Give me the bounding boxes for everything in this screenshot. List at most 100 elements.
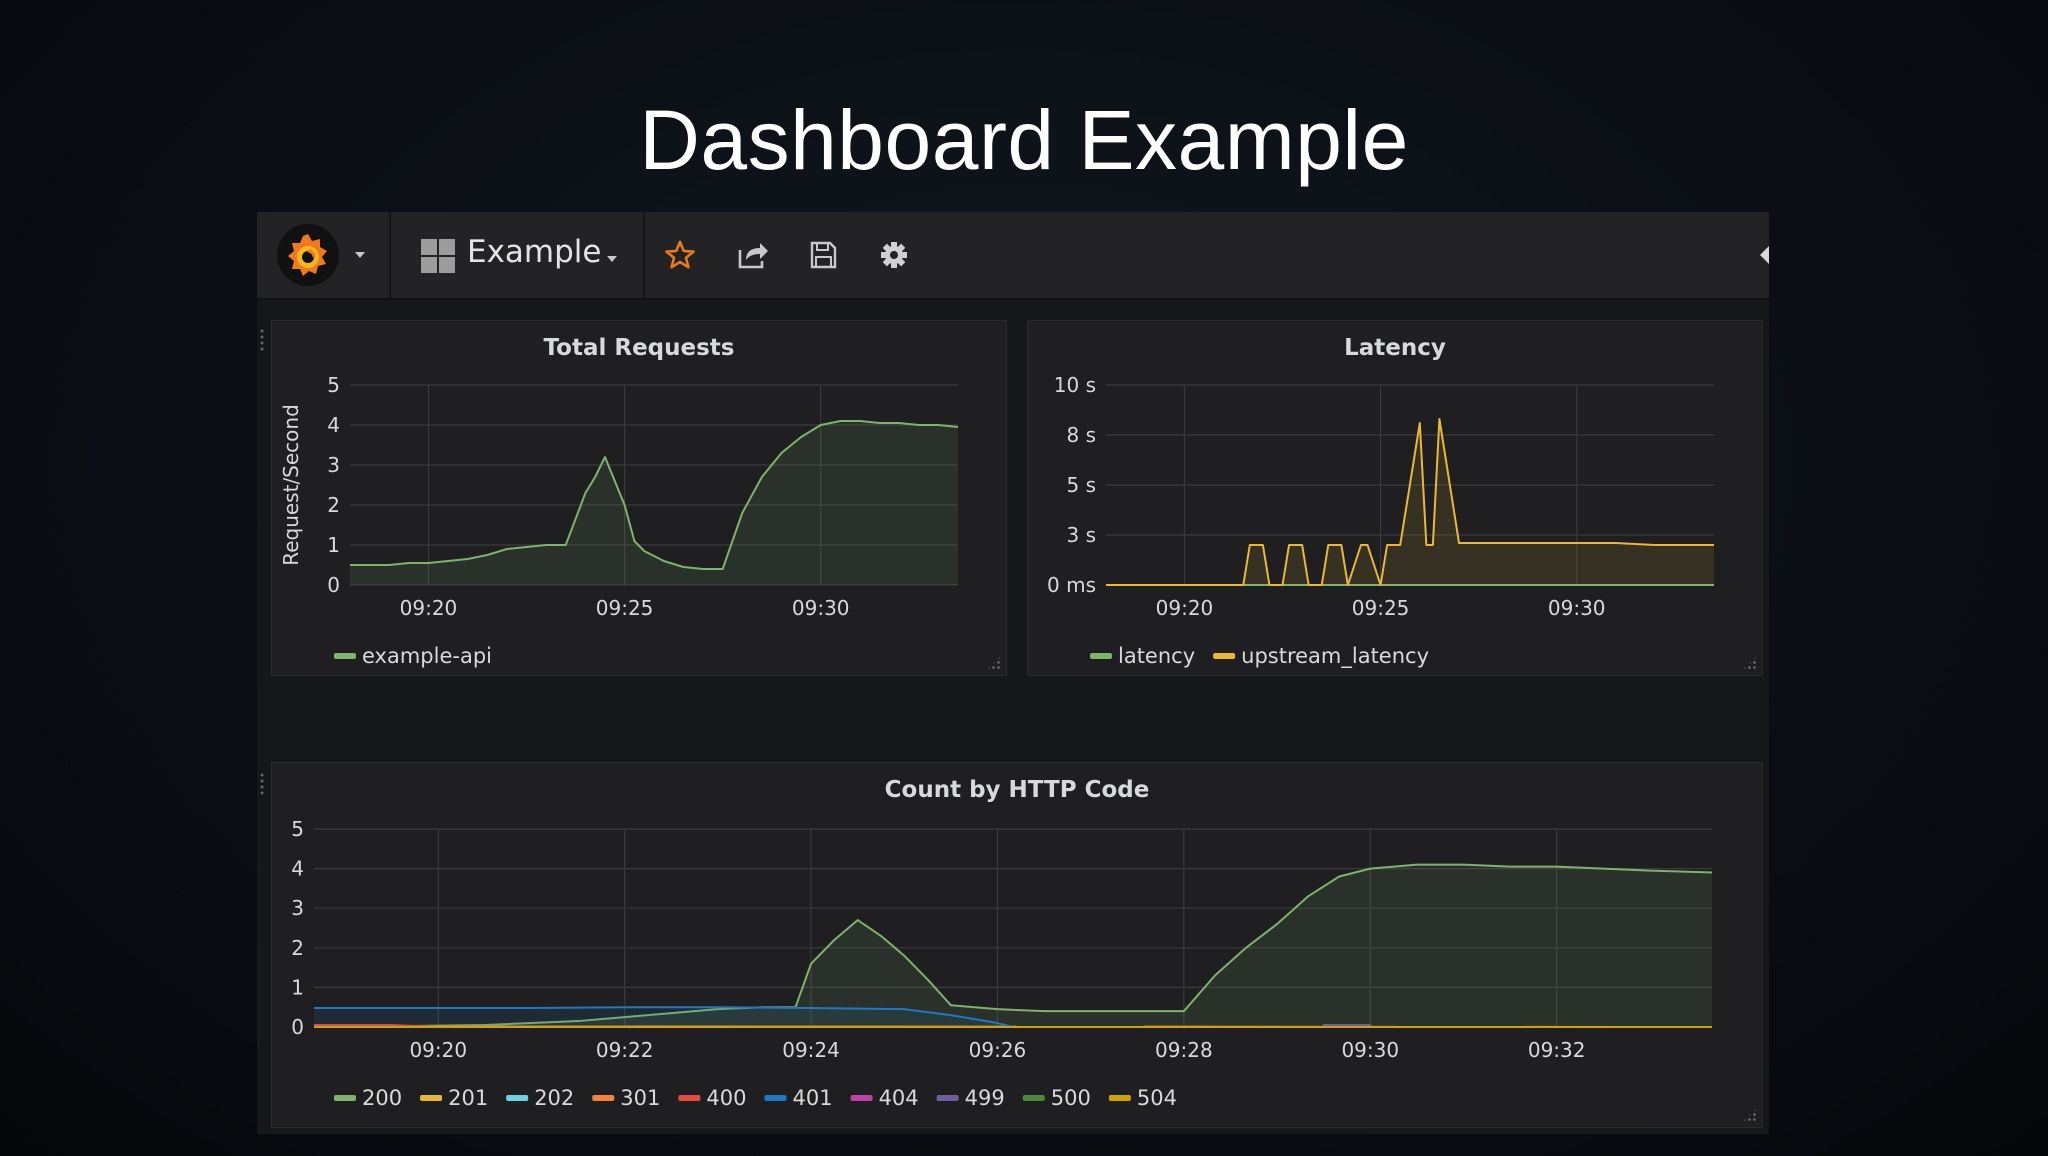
y-tick-label: 2 — [291, 936, 304, 960]
x-tick-label: 09:28 — [1155, 1038, 1213, 1062]
legend-label: 200 — [362, 1086, 402, 1110]
legend-item-202[interactable]: 202 — [506, 1086, 574, 1110]
legend-item-504[interactable]: 504 — [1108, 1086, 1177, 1110]
legend-label: 201 — [448, 1086, 488, 1110]
legend-label: upstream_latency — [1241, 644, 1429, 669]
legend-swatch — [936, 1095, 959, 1101]
panel-title-total-requests[interactable]: Total Requests — [543, 335, 735, 361]
dashboard-title: Example — [467, 234, 602, 270]
legend-item-500[interactable]: 500 — [1022, 1086, 1091, 1110]
y-tick-label: 1 — [327, 533, 340, 557]
legend-label: 401 — [792, 1086, 832, 1110]
legend-item-499[interactable]: 499 — [936, 1086, 1005, 1110]
legend-item-401[interactable]: 401 — [764, 1086, 833, 1110]
legend-label: 404 — [879, 1086, 919, 1110]
y-tick-label: 1 — [291, 975, 304, 999]
y-axis-label: Request/Second — [279, 404, 303, 566]
y-tick-label: 0 ms — [1047, 573, 1096, 597]
y-tick-label: 8 s — [1066, 423, 1096, 447]
legend-item-201[interactable]: 201 — [420, 1086, 488, 1110]
legend-item-upstream_latency[interactable]: upstream_latency — [1213, 644, 1429, 669]
series-line-example-api — [350, 420, 959, 570]
x-tick-label: 09:25 — [596, 596, 654, 620]
x-tick-label: 09:20 — [400, 596, 458, 620]
panel-title-http-codes[interactable]: Count by HTTP Code — [884, 777, 1150, 803]
panel-latency: Latency 0 ms 3 s 5 s 8 s 10 s 09:20 09:25 09:30… — [1027, 320, 1763, 676]
y-tick-label: 3 s — [1066, 523, 1096, 547]
y-tick-label: 0 — [327, 573, 340, 597]
y-tick-label: 3 — [327, 453, 340, 477]
legend-swatch — [1090, 653, 1112, 659]
star-icon — [665, 240, 695, 269]
share-button[interactable] — [729, 232, 775, 278]
series-line-200 — [313, 863, 1713, 1028]
legend-item-301[interactable]: 301 — [592, 1086, 660, 1110]
dashboard-caret-icon — [607, 256, 617, 262]
y-tick-label: 4 — [291, 857, 304, 881]
legend-label: 301 — [620, 1086, 660, 1110]
legend-label: 504 — [1137, 1086, 1177, 1110]
grid-icon — [421, 239, 455, 273]
y-tick-label: 5 — [291, 817, 304, 841]
collapse-arrow-icon[interactable] — [1760, 246, 1769, 264]
legend-item-200[interactable]: 200 — [334, 1086, 402, 1110]
x-tick-label: 09:22 — [596, 1038, 654, 1062]
series-area-401 — [314, 1007, 1013, 1027]
series-area-upstream_latency — [1106, 419, 1714, 585]
series-area-200 — [314, 864, 1712, 1027]
grafana-logo-icon — [277, 224, 339, 286]
drag-handle[interactable] — [259, 772, 265, 796]
y-tick-label: 4 — [327, 413, 340, 437]
grafana-screen: Example — [257, 212, 1769, 1134]
legend-swatch — [1022, 1095, 1045, 1101]
x-tick-label: 09:25 — [1352, 596, 1410, 620]
chart-total-requests: 0 1 2 3 4 5 09:20 09:25 09:30 Request/Second examp… — [279, 373, 959, 668]
legend-swatch — [764, 1095, 787, 1101]
slide-title: Dashboard Example — [639, 93, 1409, 187]
legend-label: latency — [1118, 644, 1195, 668]
legend-swatch — [1108, 1095, 1131, 1101]
legend-label: 400 — [706, 1086, 746, 1110]
share-icon — [738, 243, 768, 269]
legend-label: 500 — [1051, 1086, 1091, 1110]
gear-icon — [881, 242, 907, 268]
legend-label: 499 — [965, 1086, 1005, 1110]
y-tick-label: 10 s — [1054, 373, 1096, 397]
series-line-401 — [314, 1006, 1014, 1028]
save-button[interactable] — [800, 232, 846, 278]
panel-total-requests: Total Requests 0 1 2 3 4 5 09:20 09:25 09:30 Requ… — [271, 320, 1007, 676]
dashboard-picker[interactable]: Example — [391, 212, 645, 298]
x-tick-label: 09:30 — [792, 596, 850, 620]
legend-swatch — [506, 1095, 529, 1101]
legend-label: 202 — [534, 1086, 574, 1110]
legend-swatch — [1213, 653, 1236, 659]
y-tick-label: 3 — [291, 896, 304, 920]
legend-swatch — [334, 653, 356, 659]
legend-item-400[interactable]: 400 — [678, 1086, 746, 1110]
legend-swatch — [334, 1095, 356, 1101]
legend-swatch — [678, 1095, 701, 1101]
star-button[interactable] — [657, 232, 703, 278]
x-tick-label: 09:20 — [409, 1038, 467, 1062]
legend-label: example-api — [362, 644, 492, 668]
logo-menu-button[interactable] — [257, 212, 391, 298]
legend-item-404[interactable]: 404 — [850, 1086, 919, 1110]
y-tick-label: 0 — [291, 1015, 304, 1039]
save-icon — [810, 241, 837, 269]
panel-title-latency[interactable]: Latency — [1344, 335, 1446, 361]
navbar: Example — [257, 212, 1769, 300]
settings-button[interactable] — [871, 232, 917, 278]
y-tick-label: 2 — [327, 493, 340, 517]
legend-item-latency[interactable]: latency — [1090, 644, 1195, 668]
legend-item-example-api[interactable]: example-api — [334, 644, 492, 668]
logo-caret-icon — [355, 252, 365, 258]
drag-handle[interactable] — [259, 328, 265, 352]
panel-http-codes: Count by HTTP Code 0 1 2 3 4 5 09:20 09:22 09:24… — [271, 762, 1763, 1128]
y-tick-label: 5 — [327, 373, 340, 397]
legend-swatch — [592, 1095, 615, 1101]
chart-http-codes: 0 1 2 3 4 5 09:20 09:22 09:24 09:26 09:28 09:30 09:3… — [291, 817, 1713, 1110]
x-tick-label: 09:20 — [1156, 596, 1214, 620]
x-tick-label: 09:30 — [1341, 1038, 1399, 1062]
x-tick-label: 09:30 — [1548, 596, 1606, 620]
series-line-upstream_latency — [1106, 418, 1714, 586]
